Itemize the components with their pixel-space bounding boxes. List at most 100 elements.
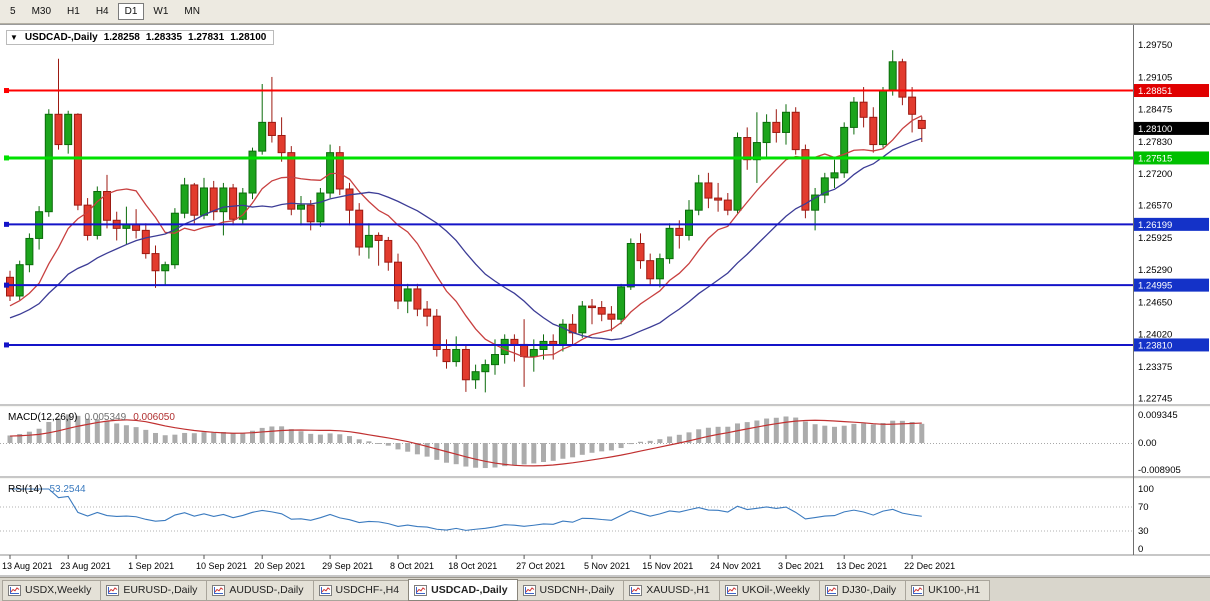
tab-label: DJ30-,Daily: [841, 584, 897, 596]
one-click-trading-toggle-icon[interactable]: ▼: [10, 33, 18, 42]
tab-label: XAUUSD-,H1: [646, 584, 710, 596]
svg-text:27 Oct 2021: 27 Oct 2021: [516, 561, 565, 571]
tab-eurusd-daily[interactable]: EURUSD-,Daily: [100, 579, 208, 601]
svg-text:1.23375: 1.23375: [1138, 362, 1172, 373]
chart-icon: [724, 584, 738, 596]
chart-icon: [522, 584, 536, 596]
price-axis[interactable]: 1.29750 1.29105 1.28475 1.27830 1.27200 1.265…: [1138, 40, 1181, 555]
tab-usdcnh-daily[interactable]: USDCNH-,Daily: [516, 579, 625, 601]
svg-text:1.24650: 1.24650: [1138, 298, 1172, 309]
svg-text:3 Dec 2021: 3 Dec 2021: [778, 561, 824, 571]
timeframe-button-d1[interactable]: D1: [117, 3, 145, 20]
ohlc-close: 1.28100: [230, 32, 267, 43]
svg-text:10 Sep 2021: 10 Sep 2021: [196, 561, 247, 571]
tab-label: AUDUSD-,Daily: [229, 584, 304, 596]
tab-uk100-h1[interactable]: UK100-,H1: [905, 579, 991, 601]
svg-text:8 Oct 2021: 8 Oct 2021: [390, 561, 434, 571]
tab-usdchf-h4[interactable]: USDCHF-,H4: [312, 579, 410, 601]
chart-icon: [629, 584, 643, 596]
price-badge-line-1.23810: 1.23810: [1134, 338, 1209, 352]
chart-canvas[interactable]: 1.29750 1.29105 1.28475 1.27830 1.27200 1.265…: [0, 24, 1210, 577]
svg-text:1.24020: 1.24020: [1138, 329, 1172, 340]
svg-text:1.28475: 1.28475: [1138, 104, 1172, 115]
chart-icon: [212, 584, 226, 596]
svg-text:1.28851: 1.28851: [1138, 86, 1172, 97]
svg-text:-0.008905: -0.008905: [1138, 465, 1181, 476]
svg-text:20 Sep 2021: 20 Sep 2021: [254, 561, 305, 571]
moving-average-10[interactable]: [9, 115, 923, 358]
moving-average-21[interactable]: [9, 137, 923, 341]
svg-text:1.22745: 1.22745: [1138, 394, 1172, 405]
svg-text:1.27200: 1.27200: [1138, 169, 1172, 180]
chart-icon: [824, 584, 838, 596]
tab-usdx-weekly[interactable]: USDX,Weekly: [2, 579, 102, 601]
svg-text:1.28100: 1.28100: [1138, 124, 1172, 135]
price-badge-line-1.26199: 1.26199: [1134, 217, 1209, 231]
line-anchor-handle[interactable]: [4, 88, 9, 94]
chart-icon: [106, 584, 120, 596]
svg-text:1.24995: 1.24995: [1138, 281, 1172, 292]
rsi-value: 53.2544: [49, 484, 86, 495]
svg-text:22 Dec 2021: 22 Dec 2021: [904, 561, 955, 571]
macd-signal-value: 0.006050: [133, 412, 175, 423]
macd-label: MACD(12,26,9): [8, 412, 78, 423]
tab-label: USDCAD-,Daily: [431, 584, 508, 596]
timeframe-button-mn[interactable]: MN: [184, 6, 200, 17]
timeframe-button-w1[interactable]: W1: [153, 6, 169, 17]
svg-text:13 Dec 2021: 13 Dec 2021: [836, 561, 887, 571]
chart-icon: [318, 584, 332, 596]
tab-audusd-daily[interactable]: AUDUSD-,Daily: [206, 579, 314, 601]
macd-main-value: 0.005349: [84, 412, 127, 423]
candles: [6, 50, 926, 393]
svg-text:5 Nov 2021: 5 Nov 2021: [584, 561, 630, 571]
svg-text:29 Sep 2021: 29 Sep 2021: [322, 561, 373, 571]
tab-ukoil-weekly[interactable]: UKOil-,Weekly: [718, 579, 820, 601]
tab-label: USDCHF-,H4: [335, 584, 400, 596]
chart-icon: [911, 584, 925, 596]
svg-text:13 Aug 2021: 13 Aug 2021: [2, 561, 53, 571]
timeframe-button-h4[interactable]: H4: [95, 6, 109, 17]
timeframe-button-m30[interactable]: M30: [31, 6, 52, 17]
chart-region: 1.29750 1.29105 1.28475 1.27830 1.27200 1.265…: [0, 24, 1210, 577]
rsi-line: [9, 488, 922, 531]
chart-symbol-header: ▼ USDCAD-,Daily 1.28258 1.28335 1.27831 …: [6, 30, 275, 45]
timeframe-button-5[interactable]: 5: [10, 6, 16, 17]
svg-text:15 Nov 2021: 15 Nov 2021: [642, 561, 693, 571]
ohlc-low: 1.27831: [188, 32, 225, 43]
tab-label: UK100-,H1: [928, 584, 981, 596]
tab-xauusd-h1[interactable]: XAUUSD-,H1: [623, 579, 720, 601]
svg-text:1.29105: 1.29105: [1138, 73, 1172, 84]
ohlc-open: 1.28258: [103, 32, 140, 43]
svg-text:23 Aug 2021: 23 Aug 2021: [60, 561, 111, 571]
price-badge-line-1.27515: 1.27515: [1134, 151, 1209, 165]
svg-text:24 Nov 2021: 24 Nov 2021: [710, 561, 761, 571]
timeframe-button-h1[interactable]: H1: [67, 6, 80, 17]
tab-dj30-daily[interactable]: DJ30-,Daily: [818, 579, 907, 601]
ohlc-high: 1.28335: [145, 32, 183, 43]
tab-usdcad-daily[interactable]: USDCAD-,Daily: [408, 579, 518, 601]
svg-text:100: 100: [1138, 484, 1154, 495]
svg-text:1 Sep 2021: 1 Sep 2021: [128, 561, 174, 571]
svg-text:1.27515: 1.27515: [1138, 153, 1172, 164]
tab-label: USDCNH-,Daily: [539, 584, 615, 596]
time-axis[interactable]: 13 Aug 2021 23 Aug 2021 1 Sep 2021 10 Sep 2…: [2, 555, 955, 571]
chart-tab-bar: USDX,Weekly EURUSD-,Daily AUDUSD-,Daily USD…: [0, 577, 1210, 601]
svg-text:70: 70: [1138, 502, 1149, 513]
line-anchor-handle[interactable]: [4, 221, 9, 227]
chart-icon: [414, 584, 428, 596]
chart-symbol-label: USDCAD-,Daily: [24, 32, 98, 43]
svg-text:1.29750: 1.29750: [1138, 40, 1172, 51]
line-anchor-handle[interactable]: [4, 342, 9, 348]
svg-text:1.25925: 1.25925: [1138, 233, 1172, 244]
svg-text:18 Oct 2021: 18 Oct 2021: [448, 561, 497, 571]
macd-histogram: [7, 414, 925, 469]
timeframe-toolbar: 5 M30 H1 H4 D1 W1 MN: [0, 0, 1210, 24]
svg-text:30: 30: [1138, 526, 1149, 537]
line-anchor-handle[interactable]: [4, 282, 9, 288]
line-anchor-handle[interactable]: [4, 155, 9, 161]
macd-signal-line: [9, 419, 922, 467]
svg-text:1.26570: 1.26570: [1138, 201, 1172, 212]
svg-text:0.00: 0.00: [1138, 438, 1157, 449]
svg-text:1.23810: 1.23810: [1138, 340, 1172, 351]
